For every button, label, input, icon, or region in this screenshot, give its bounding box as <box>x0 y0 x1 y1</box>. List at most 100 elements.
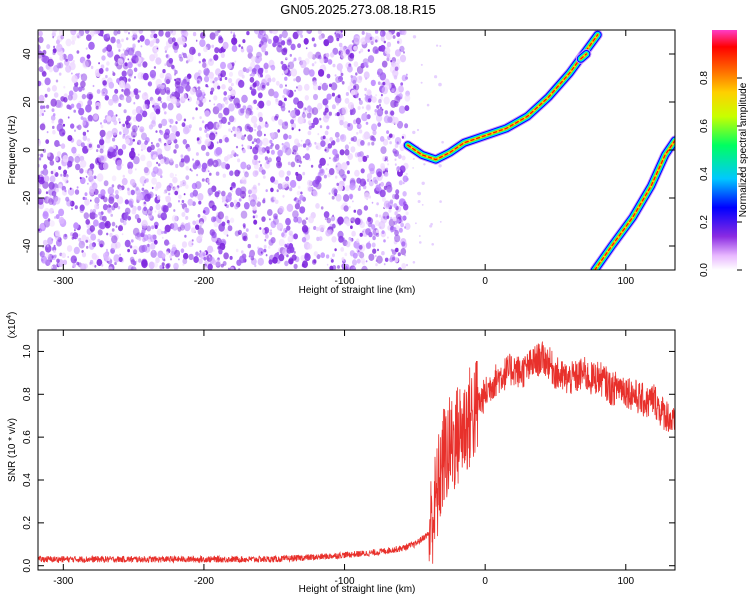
noise-blob <box>171 244 177 250</box>
noise-blob <box>338 108 343 115</box>
noise-blob <box>382 138 389 146</box>
noise-blob <box>159 130 164 135</box>
noise-blob <box>64 189 67 193</box>
noise-blob <box>165 195 171 203</box>
noise-blob <box>155 78 163 87</box>
noise-blob <box>404 254 406 257</box>
noise-blob <box>358 185 361 188</box>
noise-blob <box>340 134 345 140</box>
noise-blob <box>273 35 279 43</box>
noise-blob <box>293 198 296 202</box>
noise-blob <box>218 138 223 144</box>
noise-blob <box>307 30 311 33</box>
noise-blob <box>186 73 192 80</box>
noise-blob <box>222 41 229 50</box>
noise-blob <box>196 236 200 242</box>
noise-blob <box>183 154 190 163</box>
noise-blob <box>415 222 417 225</box>
noise-blob <box>52 36 55 39</box>
noise-blob <box>58 183 63 189</box>
noise-blob <box>217 246 221 250</box>
noise-blob <box>85 59 92 68</box>
noise-blob <box>140 109 144 114</box>
noise-blob <box>379 136 385 142</box>
noise-blob <box>350 237 354 242</box>
noise-blob <box>51 31 56 37</box>
noise-blob <box>348 141 351 145</box>
noise-blob <box>87 99 93 106</box>
noise-blob <box>250 61 256 69</box>
noise-blob <box>161 102 167 109</box>
noise-blob <box>86 94 90 99</box>
noise-blob <box>142 61 148 68</box>
noise-blob <box>281 40 286 46</box>
noise-blob <box>329 157 331 160</box>
noise-blob <box>285 56 288 60</box>
noise-blob <box>163 84 166 88</box>
noise-blob <box>168 192 171 196</box>
noise-blob <box>380 221 385 227</box>
noise-blob <box>40 255 48 264</box>
noise-blob <box>356 258 361 264</box>
noise-blob <box>87 138 91 142</box>
noise-blob <box>279 228 283 232</box>
noise-blob <box>130 239 134 243</box>
noise-blob <box>207 187 214 196</box>
noise-blob <box>151 99 156 105</box>
noise-blob <box>220 52 225 59</box>
noise-blob <box>328 111 332 116</box>
noise-blob <box>53 92 59 98</box>
x-tick-label: 0 <box>482 576 488 587</box>
noise-blob <box>311 107 319 116</box>
noise-blob <box>270 149 275 155</box>
x-tick-label: -300 <box>53 576 73 587</box>
noise-blob <box>54 216 57 219</box>
noise-blob <box>378 214 382 218</box>
noise-blob <box>233 199 238 205</box>
noise-blob <box>375 229 379 234</box>
noise-blob <box>180 92 187 101</box>
noise-blob <box>380 146 387 155</box>
noise-blob <box>164 45 169 51</box>
noise-blob <box>301 112 306 119</box>
noise-blob <box>50 265 54 269</box>
noise-blob <box>105 74 108 79</box>
noise-blob <box>100 155 104 161</box>
noise-blob <box>267 245 271 249</box>
noise-blob <box>137 125 140 128</box>
noise-blob <box>76 186 79 189</box>
noise-blob <box>300 34 303 38</box>
noise-blob <box>383 239 386 243</box>
noise-blob <box>231 150 235 156</box>
noise-blob <box>118 118 121 121</box>
noise-blob <box>86 170 90 174</box>
noise-blob <box>339 119 344 126</box>
colorbar-gradient <box>712 30 737 270</box>
noise-blob <box>268 239 274 246</box>
noise-blob <box>164 111 167 115</box>
noise-blob <box>85 104 92 113</box>
noise-blob <box>311 37 315 42</box>
noise-blob <box>308 125 312 130</box>
noise-blob <box>133 135 135 138</box>
noise-blob <box>226 219 230 224</box>
noise-blob <box>101 55 106 61</box>
noise-blob <box>295 86 298 89</box>
noise-blob <box>151 177 158 185</box>
noise-blob <box>163 191 166 194</box>
noise-blob <box>265 254 268 257</box>
noise-blob <box>60 173 63 177</box>
noise-blob <box>426 103 430 107</box>
noise-blob <box>345 49 350 55</box>
noise-blob <box>132 260 137 266</box>
noise-blob <box>130 130 133 134</box>
noise-blob <box>43 164 48 170</box>
noise-blob <box>95 105 99 110</box>
noise-blob <box>376 108 384 117</box>
noise-blob <box>56 43 63 52</box>
noise-blob <box>121 163 124 167</box>
noise-blob <box>336 182 340 186</box>
noise-blob <box>363 71 370 79</box>
noise-blob <box>79 176 82 180</box>
noise-blob <box>174 266 178 270</box>
